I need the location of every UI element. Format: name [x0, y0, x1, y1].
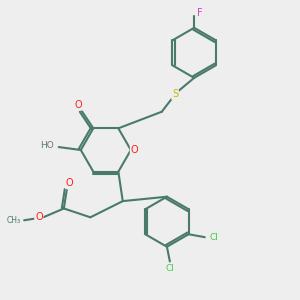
Text: Cl: Cl: [209, 233, 218, 242]
Text: F: F: [197, 8, 203, 18]
Text: O: O: [66, 178, 74, 188]
Text: O: O: [130, 145, 138, 155]
Text: O: O: [35, 212, 43, 222]
Text: HO: HO: [40, 141, 53, 150]
Text: S: S: [172, 89, 178, 99]
Text: Cl: Cl: [165, 264, 174, 273]
Text: CH₃: CH₃: [7, 216, 21, 225]
Text: O: O: [75, 100, 83, 110]
